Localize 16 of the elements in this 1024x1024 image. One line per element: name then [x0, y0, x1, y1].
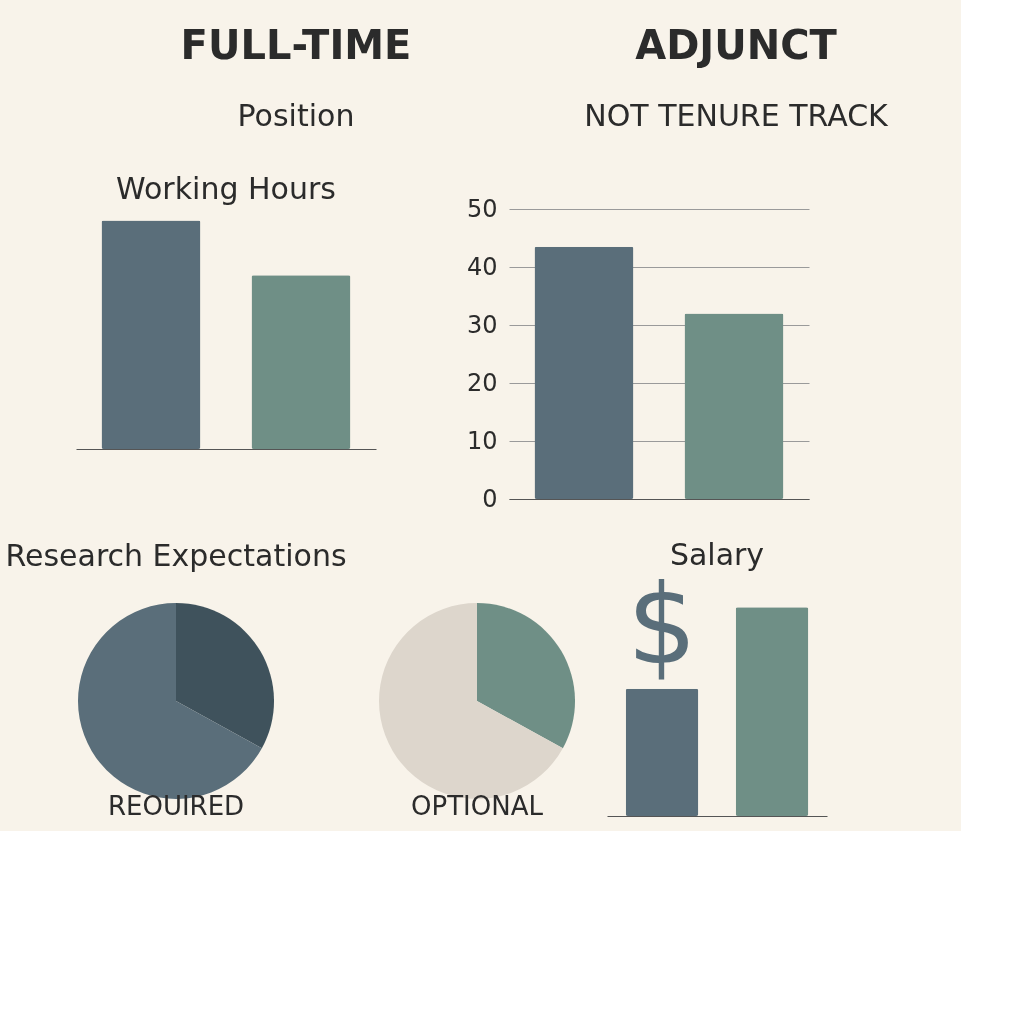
text: NOT TENURE TRACK [584, 98, 890, 133]
pie-slice [477, 603, 575, 749]
y-tick-label: 30 [466, 310, 498, 339]
y-tick-label: 0 [482, 484, 498, 513]
y-tick-label: 20 [466, 368, 498, 397]
y-tick-label: 40 [466, 252, 498, 281]
y-tick-label: 50 [466, 194, 498, 223]
y-tick-label: 10 [466, 426, 498, 455]
text: REOUIRED [107, 791, 245, 821]
chart-title: Working Hours [116, 171, 336, 206]
chart-title: Research Expectations [5, 538, 347, 573]
text: FULL-TIME [180, 22, 412, 68]
text: Position [237, 98, 355, 133]
pie-slice [176, 603, 274, 749]
text: OPTIONAL [411, 791, 544, 821]
text: ADJUNCT [635, 22, 838, 68]
